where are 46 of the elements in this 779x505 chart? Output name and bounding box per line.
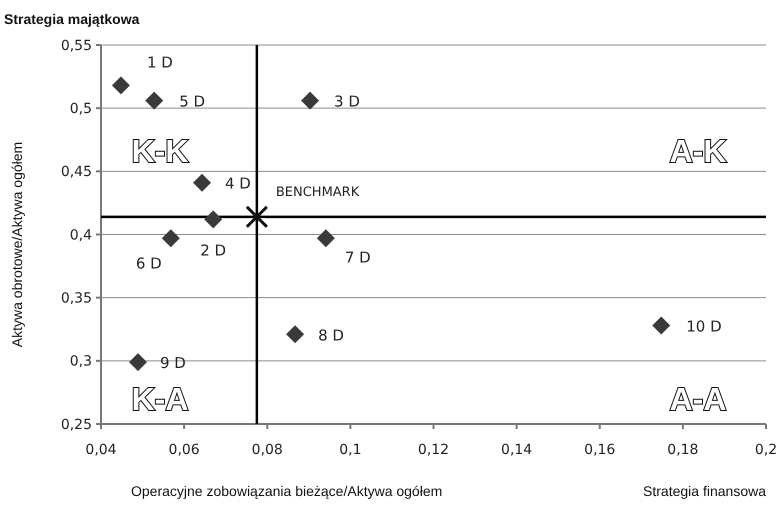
point (316, 229, 335, 248)
x-tick-label: 0,16 (584, 442, 616, 458)
chart-title: Strategia majątkowa (4, 11, 140, 27)
annotation: 4 D (224, 174, 251, 193)
point (245, 205, 268, 228)
annotation: K-A (132, 381, 188, 417)
point (652, 316, 670, 334)
point (112, 76, 130, 94)
y-tick-label: 0,45 (60, 164, 92, 180)
annotation: A-A (670, 381, 726, 417)
annotation: 10 D (686, 317, 722, 336)
x-tick-label: 0,06 (168, 442, 200, 458)
point (128, 353, 147, 372)
text: Strategia finansowa (643, 483, 766, 499)
x-tick-label: 0,12 (418, 442, 450, 458)
y-tick-label: 0,5 (70, 101, 92, 118)
y-tick-label: 0,35 (60, 290, 92, 307)
y-axis-title: Aktywa obrotowe/Aktywa ogółem (9, 142, 25, 348)
annotation: K-K (132, 133, 188, 169)
x-axis-title: Operacyjne zobowiązania bieżące/Aktywa ogółem (131, 483, 442, 499)
annotation: 1 D (146, 53, 173, 72)
point (286, 325, 304, 344)
annotation: 6 D (136, 254, 162, 272)
x-tick-label: 0,2 (754, 442, 778, 458)
y-tick-label: 0,3 (70, 354, 92, 370)
x-tick-label: 0,08 (252, 442, 283, 458)
series-label: BENCHMARK (276, 184, 360, 200)
x-tick-label: 0,1 (339, 442, 362, 458)
point (192, 174, 211, 192)
x-tick-label: 0,18 (667, 442, 698, 458)
point (145, 92, 164, 110)
annotation: 5 D (179, 92, 206, 111)
annotation: 2 D (200, 241, 226, 260)
x-tick-label: 0,14 (501, 442, 532, 458)
point (162, 229, 180, 248)
annotation: 7 D (344, 248, 371, 266)
annotation: 9 D (160, 354, 186, 372)
x-tick-label: 0,04 (85, 442, 117, 458)
y-tick-label: 0,55 (60, 38, 92, 54)
y-tick-label: 0,4 (70, 227, 92, 244)
annotation: 8 D (318, 326, 344, 344)
annotation: A-K (670, 133, 726, 169)
annotation: 3 D (334, 92, 360, 111)
point (301, 92, 320, 110)
point (204, 210, 222, 228)
y-tick-label: 0,25 (60, 416, 92, 433)
